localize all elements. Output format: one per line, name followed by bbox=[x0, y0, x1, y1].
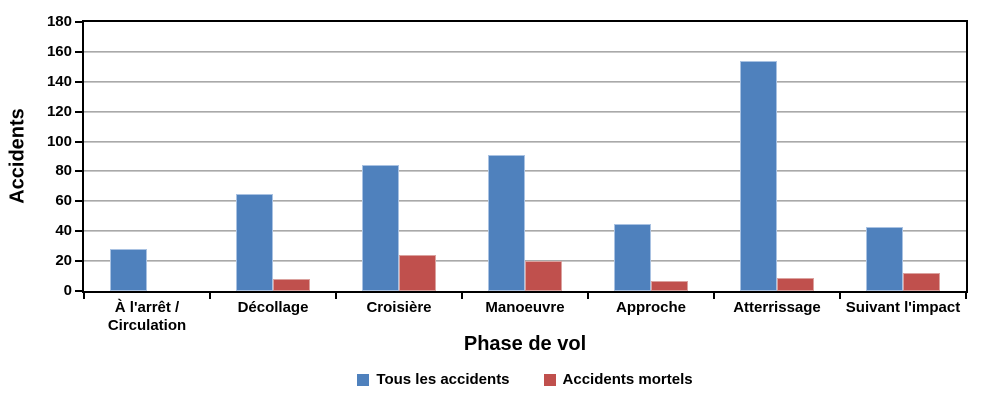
gridline bbox=[84, 140, 966, 143]
legend-label: Accidents mortels bbox=[562, 371, 693, 388]
y-tick-label: 40 bbox=[55, 222, 72, 240]
y-tick-label: 180 bbox=[46, 13, 72, 30]
y-tick-label: 140 bbox=[46, 72, 72, 90]
y-tick-mark bbox=[75, 290, 82, 292]
gridline bbox=[84, 170, 966, 173]
x-tick-mark bbox=[335, 293, 337, 299]
x-category-label: Croisière bbox=[366, 299, 432, 316]
legend-item: Accidents mortels bbox=[543, 371, 693, 388]
bar-tous-les-accidents bbox=[740, 60, 777, 291]
legend-label: Tous les accidents bbox=[376, 371, 510, 388]
y-tick-mark bbox=[75, 260, 82, 263]
x-tick-mark bbox=[83, 293, 85, 299]
legend-item: Tous les accidents bbox=[357, 371, 510, 388]
y-tick-mark bbox=[75, 170, 82, 173]
x-category-label: Approche bbox=[615, 299, 686, 316]
x-category-label: Manoeuvre bbox=[485, 299, 565, 316]
y-tick-label: 80 bbox=[55, 162, 72, 180]
y-tick-mark bbox=[75, 50, 82, 53]
y-tick-mark bbox=[75, 110, 82, 113]
y-tick-mark bbox=[75, 230, 82, 233]
x-category-label: Atterrissage bbox=[733, 299, 821, 316]
x-category-label: Suivant l'impact bbox=[845, 299, 961, 316]
y-tick-mark bbox=[75, 200, 82, 203]
y-tick-label: 60 bbox=[55, 192, 72, 210]
bar-accidents-mortels bbox=[903, 273, 940, 291]
bar-accidents-mortels bbox=[777, 277, 814, 291]
y-tick-label: 100 bbox=[46, 132, 72, 150]
bar-tous-les-accidents bbox=[362, 165, 399, 291]
x-category-label: À l'arrêt / Circulation bbox=[107, 299, 187, 334]
y-tick-label: 160 bbox=[46, 42, 72, 60]
x-category-label: Décollage bbox=[237, 299, 309, 316]
y-tick-label: 20 bbox=[55, 252, 72, 270]
x-axis-title: Phase de vol bbox=[463, 333, 587, 355]
y-tick-mark bbox=[75, 21, 82, 23]
y-tick-mark bbox=[75, 140, 82, 143]
bar-tous-les-accidents bbox=[110, 249, 147, 291]
bar-tous-les-accidents bbox=[488, 155, 525, 291]
x-tick-mark bbox=[839, 293, 841, 299]
gridline bbox=[84, 200, 966, 203]
x-tick-mark bbox=[965, 293, 967, 299]
gridline bbox=[84, 50, 966, 53]
x-tick-mark bbox=[587, 293, 589, 299]
bar-accidents-mortels bbox=[525, 261, 562, 291]
x-tick-mark bbox=[209, 293, 211, 299]
legend-swatch-icon bbox=[543, 373, 556, 386]
y-axis-title: Accidents bbox=[6, 108, 29, 204]
bar-accidents-mortels bbox=[273, 279, 310, 291]
gridline bbox=[84, 110, 966, 113]
bar-tous-les-accidents bbox=[866, 226, 903, 291]
y-tick-label: 0 bbox=[63, 282, 72, 299]
legend: Tous les accidents Accidents mortels bbox=[82, 371, 968, 388]
x-tick-mark bbox=[713, 293, 715, 299]
bar-accidents-mortels bbox=[399, 255, 436, 291]
gridline bbox=[84, 260, 966, 263]
gridline bbox=[84, 80, 966, 83]
bar-tous-les-accidents bbox=[236, 193, 273, 291]
y-tick-mark bbox=[75, 80, 82, 83]
bar-accidents-mortels bbox=[651, 280, 688, 291]
legend-swatch-icon bbox=[357, 373, 370, 386]
gridline bbox=[84, 230, 966, 233]
bar-tous-les-accidents bbox=[614, 223, 651, 291]
y-tick-label: 120 bbox=[46, 102, 72, 120]
plot-area bbox=[82, 20, 968, 293]
x-tick-mark bbox=[461, 293, 463, 299]
